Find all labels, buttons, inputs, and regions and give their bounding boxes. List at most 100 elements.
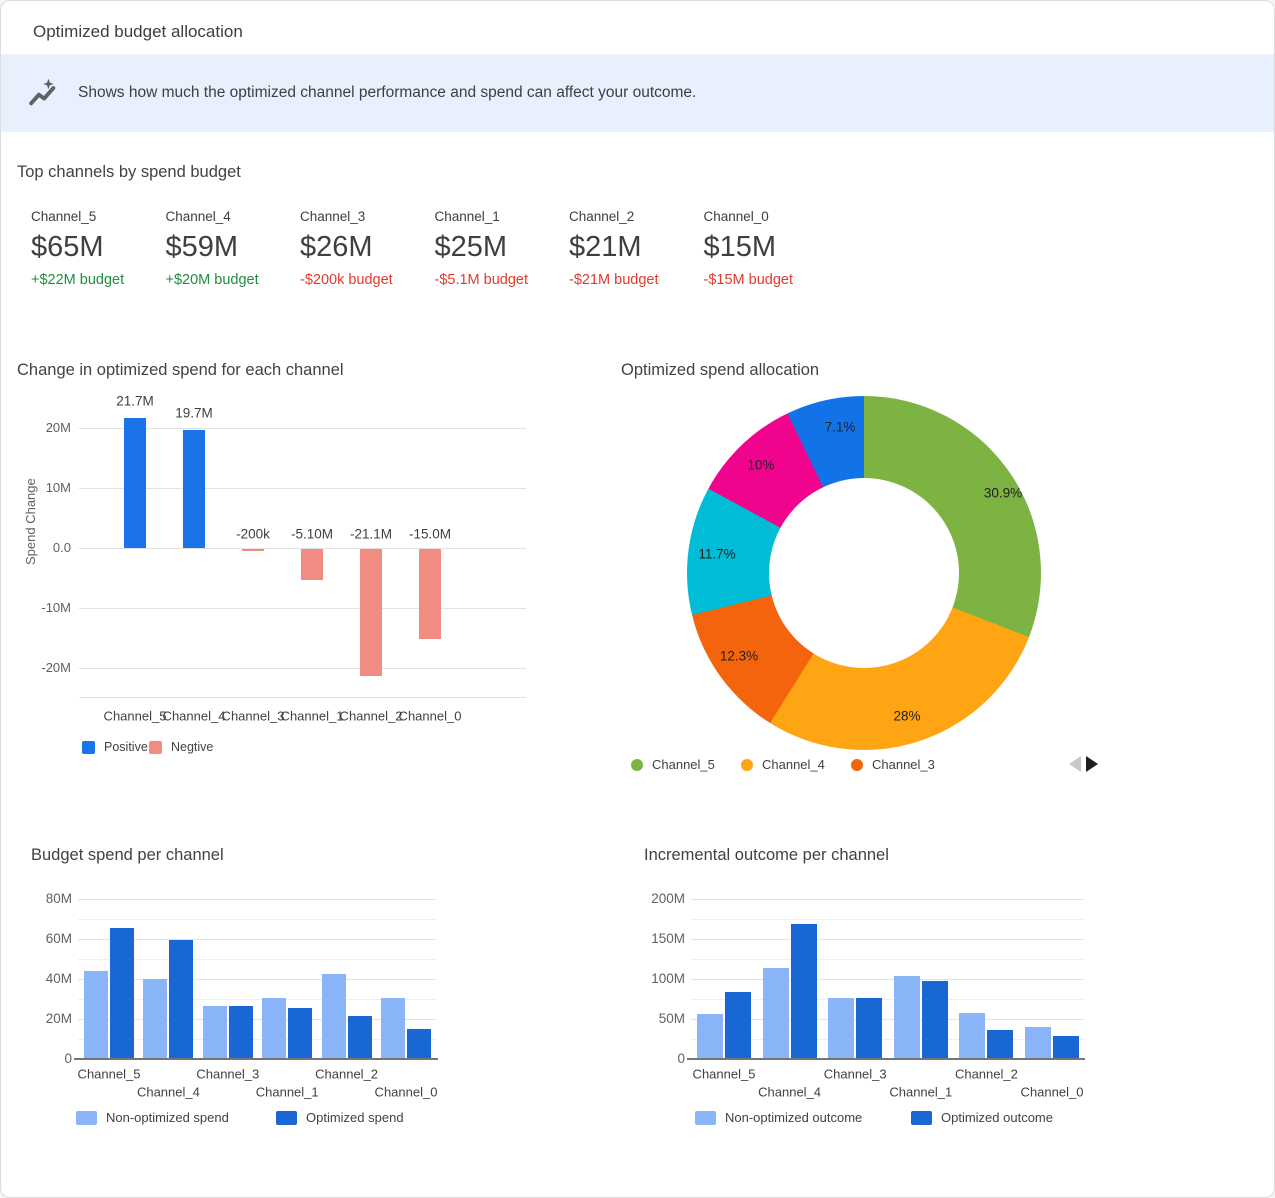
legend-label: Non-optimized outcome bbox=[725, 1110, 863, 1125]
gridline bbox=[78, 1019, 436, 1020]
gridline bbox=[691, 1039, 1083, 1040]
x-axis-label: Channel_2 bbox=[339, 708, 403, 724]
budget_spend-bar[interactable] bbox=[288, 1008, 313, 1058]
slice-percent-label: 28% bbox=[893, 708, 921, 724]
incremental_outcome-bar[interactable] bbox=[828, 998, 855, 1058]
x-axis-label: Channel_5 bbox=[103, 708, 167, 724]
x-axis-label: Channel_3 bbox=[196, 1066, 260, 1082]
budget_spend-bar[interactable] bbox=[84, 971, 108, 1058]
spend-change-bar[interactable] bbox=[183, 429, 205, 548]
legend-label: Channel_3 bbox=[872, 757, 935, 772]
budget_spend-bar[interactable] bbox=[169, 940, 194, 1058]
legend-label: Non-optimized spend bbox=[106, 1110, 229, 1125]
slice-percent-label: 12.3% bbox=[719, 648, 759, 664]
gridline bbox=[78, 1039, 436, 1040]
donut-hole bbox=[769, 478, 959, 668]
budget_spend-bar[interactable] bbox=[143, 979, 168, 1058]
legend-dot bbox=[631, 758, 643, 771]
legend-swatch bbox=[82, 740, 95, 754]
legend-label: Optimized spend bbox=[306, 1110, 404, 1125]
bar-value-label: -21.1M bbox=[349, 526, 393, 542]
channel-spend-value: $25M bbox=[434, 231, 508, 263]
x-axis-label: Channel_1 bbox=[889, 1084, 953, 1100]
legend-swatch bbox=[695, 1110, 716, 1125]
gridline bbox=[78, 999, 436, 1000]
bar-value-label: 19.7M bbox=[175, 405, 213, 421]
legend-prev-icon[interactable] bbox=[1069, 756, 1081, 772]
spend-change-bar[interactable] bbox=[301, 549, 323, 580]
x-axis-baseline bbox=[687, 1058, 1085, 1060]
x-axis-baseline bbox=[74, 1058, 438, 1060]
incremental_outcome-bar[interactable] bbox=[959, 1013, 986, 1058]
gridline bbox=[78, 959, 436, 960]
incremental_outcome-bar[interactable] bbox=[762, 968, 789, 1058]
incremental_outcome-bar[interactable] bbox=[921, 981, 948, 1058]
gridline bbox=[78, 899, 436, 900]
budget_spend-bar[interactable] bbox=[262, 997, 287, 1058]
y-axis-tick-label: 10M bbox=[45, 480, 71, 495]
incremental_outcome-bar[interactable] bbox=[856, 998, 883, 1058]
incremental_outcome-bar[interactable] bbox=[697, 1014, 723, 1058]
legend-dot bbox=[741, 758, 753, 771]
budget_spend-bar[interactable] bbox=[381, 998, 405, 1058]
incremental_outcome-bar[interactable] bbox=[893, 976, 920, 1058]
legend-item[interactable]: Non-optimized outcome bbox=[695, 1110, 862, 1125]
channel-name: Channel_5 bbox=[31, 209, 97, 224]
gridline bbox=[691, 899, 1083, 900]
spend-change-chart: Change in optimized spend for each chann… bbox=[1, 359, 571, 789]
y-axis-tick-label: 0 bbox=[64, 1051, 72, 1066]
incremental_outcome-bar[interactable] bbox=[1025, 1026, 1051, 1058]
budget_spend-bar[interactable] bbox=[110, 928, 134, 1058]
x-axis-label: Channel_5 bbox=[77, 1066, 141, 1082]
gridline bbox=[691, 999, 1083, 1000]
gridline bbox=[79, 608, 526, 609]
legend-swatch bbox=[76, 1110, 97, 1125]
channel-budget-delta: +$22M budget bbox=[31, 272, 125, 288]
spend-change-bar[interactable] bbox=[419, 549, 441, 639]
legend-item[interactable]: Channel_5 bbox=[631, 757, 715, 772]
donut-chart-title: Optimized spend allocation bbox=[621, 361, 820, 379]
gridline bbox=[691, 979, 1083, 980]
gridline bbox=[691, 959, 1083, 960]
page-title: Optimized budget allocation bbox=[33, 22, 243, 41]
legend-label: Channel_4 bbox=[762, 757, 825, 772]
incremental_outcome-bar[interactable] bbox=[987, 1030, 1014, 1058]
y-axis-tick-label: 40M bbox=[45, 971, 72, 986]
legend-item[interactable]: Optimized outcome bbox=[911, 1110, 1053, 1125]
legend-item[interactable]: Positive bbox=[82, 740, 148, 754]
spend-allocation-donut-chart: Optimized spend allocation 30.9% 28% 12.3%… bbox=[611, 359, 1181, 789]
spend-change-bar[interactable] bbox=[360, 549, 382, 676]
y-axis-tick-label: 60M bbox=[45, 931, 72, 946]
x-axis-label: Channel_4 bbox=[758, 1084, 822, 1100]
incremental_outcome-bar[interactable] bbox=[790, 924, 817, 1058]
legend-item[interactable]: Optimized spend bbox=[276, 1110, 404, 1125]
budget_spend-bar[interactable] bbox=[347, 1016, 372, 1058]
budget_spend-bar[interactable] bbox=[321, 973, 346, 1058]
incremental_outcome-bar[interactable] bbox=[1053, 1036, 1079, 1058]
spend-change-bar[interactable] bbox=[124, 417, 146, 548]
channel-summary-card: Channel_0 $15M -$15M budget bbox=[704, 209, 839, 288]
legend-item[interactable]: Non-optimized spend bbox=[76, 1110, 229, 1125]
legend-item[interactable]: Negtive bbox=[149, 740, 213, 754]
legend-next-icon[interactable] bbox=[1086, 756, 1098, 772]
budget_spend-bar[interactable] bbox=[407, 1029, 431, 1058]
spend-change-bar[interactable] bbox=[242, 549, 264, 551]
y-axis-tick-label: 0.0 bbox=[52, 540, 71, 555]
slice-percent-label: 30.9% bbox=[983, 485, 1023, 501]
x-axis-label: Channel_3 bbox=[221, 708, 285, 724]
budget_spend-bar[interactable] bbox=[202, 1005, 227, 1058]
legend-item[interactable]: Channel_4 bbox=[741, 757, 825, 772]
channel-name: Channel_2 bbox=[569, 209, 635, 224]
channel-spend-value: $65M bbox=[31, 231, 104, 263]
channel-summary-card: Channel_2 $21M -$21M budget bbox=[569, 209, 704, 288]
spend-change-chart-title: Change in optimized spend for each chann… bbox=[17, 361, 344, 379]
bar-value-label: -200k bbox=[236, 526, 270, 542]
legend-swatch bbox=[911, 1110, 932, 1125]
gridline bbox=[691, 1019, 1083, 1020]
budget_spend-bar[interactable] bbox=[228, 1006, 253, 1058]
gridline bbox=[79, 548, 526, 549]
x-axis-label: Channel_1 bbox=[280, 708, 344, 724]
legend-item[interactable]: Channel_3 bbox=[851, 757, 935, 772]
incremental_outcome-bar[interactable] bbox=[725, 992, 751, 1058]
banner-text: Shows how much the optimized channel per… bbox=[78, 84, 697, 101]
